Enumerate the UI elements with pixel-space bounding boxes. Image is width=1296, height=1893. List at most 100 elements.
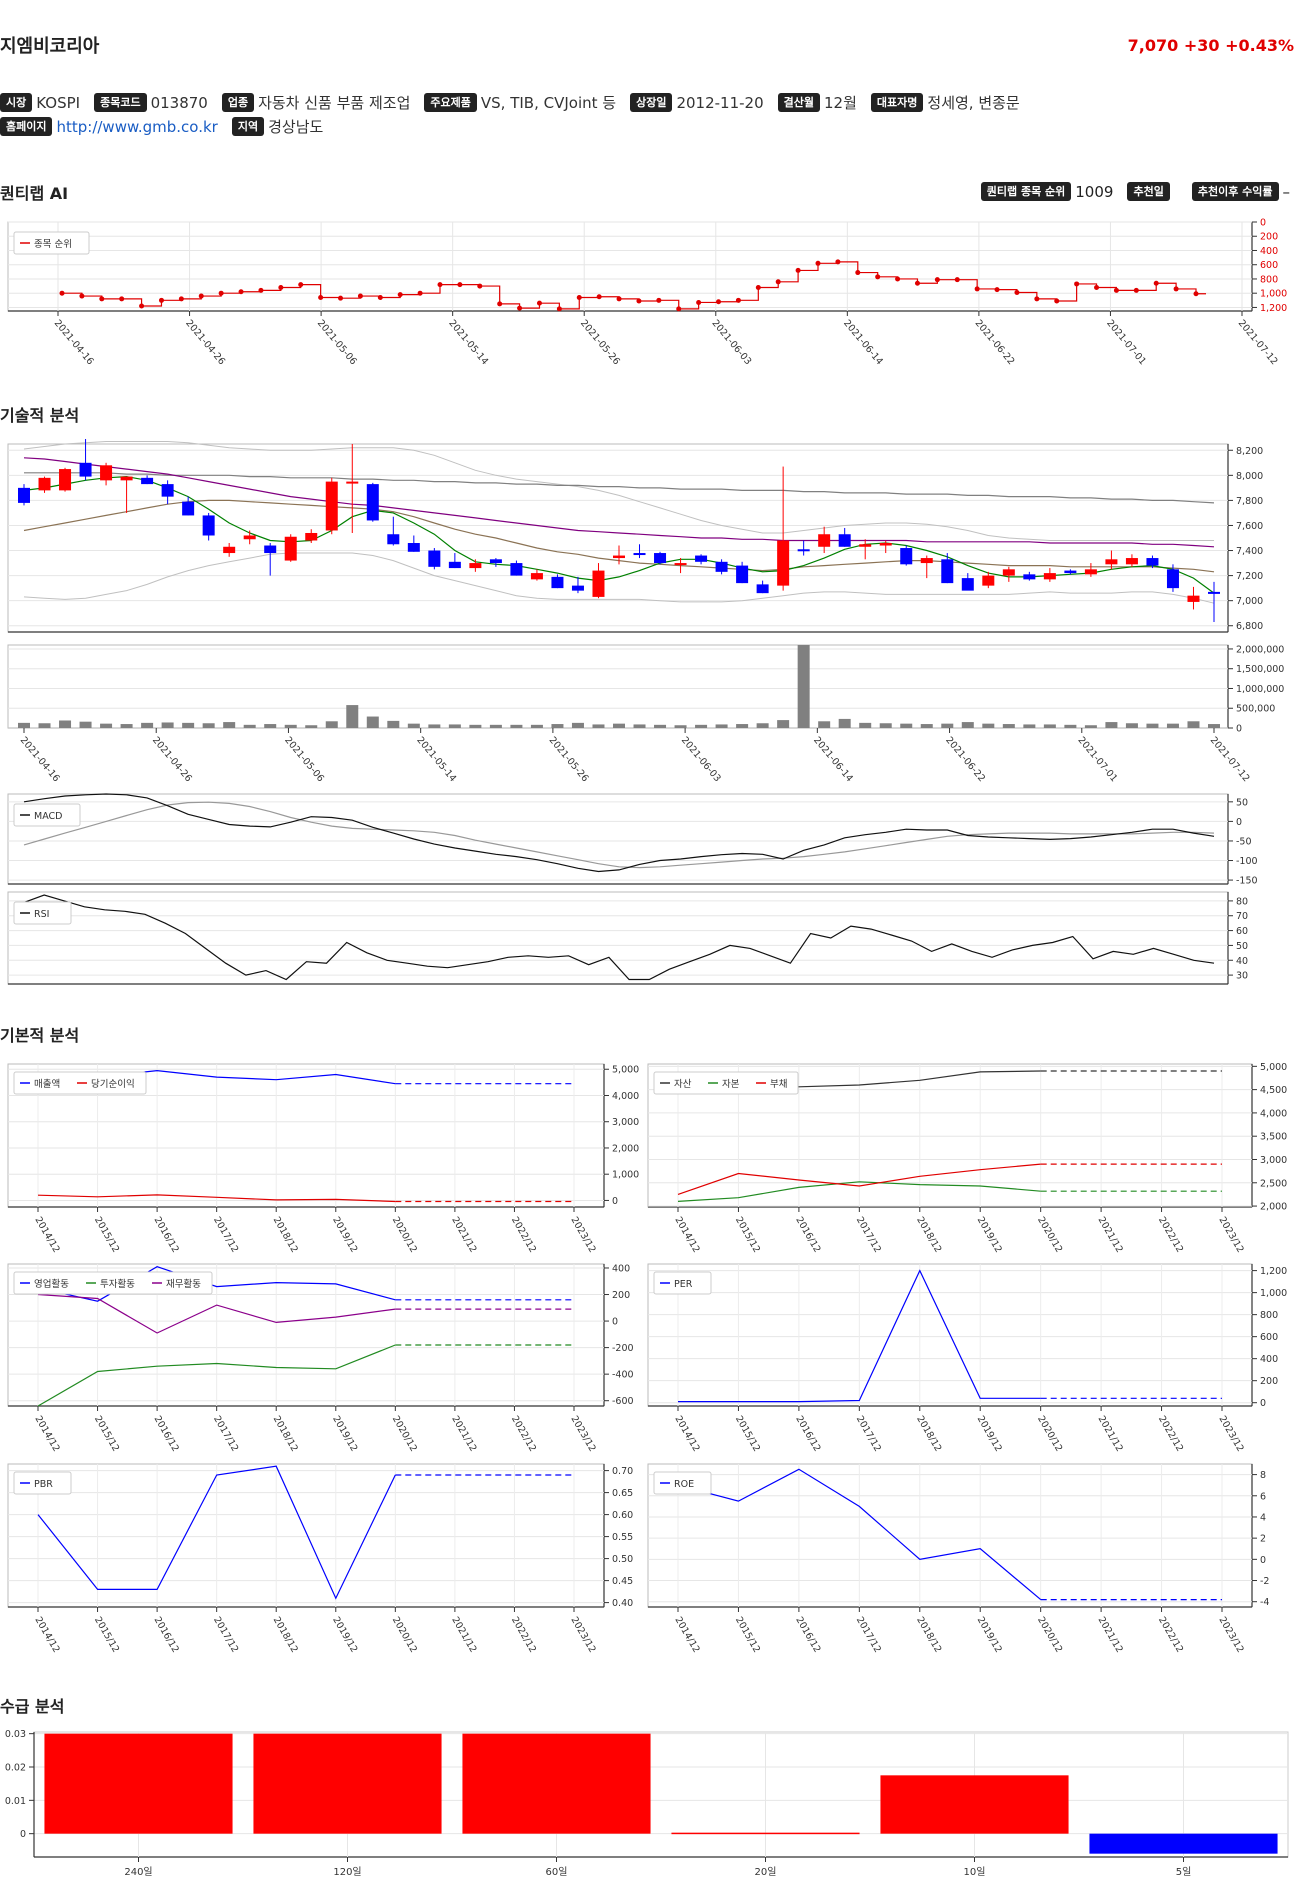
volume-bar (18, 722, 30, 728)
rank-chart-tick-label: 400 (1260, 246, 1278, 257)
rank-point (457, 282, 463, 288)
rank-point (1113, 287, 1119, 293)
candle-body (18, 487, 30, 503)
pbr-chart-tick-label: 0.60 (612, 1510, 633, 1521)
volume-bar (1043, 724, 1056, 728)
pbr-x-tick-label: 2021/12 (449, 1615, 478, 1655)
per-x-tick-label: 2015/12 (733, 1414, 762, 1454)
candle-body (202, 515, 215, 536)
supply-bar (671, 1832, 860, 1835)
per-x-tick-label: 2016/12 (793, 1414, 822, 1454)
rank-point (556, 306, 562, 312)
volume-bar (305, 725, 318, 728)
cashflow-x-tick-label: 2022/12 (509, 1414, 538, 1454)
price-chart-tick-label: 6,800 (1236, 621, 1263, 632)
price-display: 7,070 +30 +0.43% (1128, 36, 1294, 55)
candle-body (941, 559, 954, 584)
candle-body (961, 578, 974, 591)
candle-body (346, 481, 359, 484)
candle-body (1002, 569, 1015, 576)
income-chart-legend-label: 당기순이익 (91, 1078, 135, 1090)
candle-body (1105, 559, 1118, 565)
market-value: KOSPI (36, 93, 81, 112)
roe-x-tick-label: 2015/12 (733, 1615, 762, 1655)
rank-point (119, 296, 125, 302)
rank-point (934, 277, 940, 283)
candle-body (797, 549, 810, 552)
section-ai-title: 퀀티랩 AI (0, 184, 69, 203)
rank-point (716, 299, 722, 305)
candle-body (633, 553, 646, 556)
bollinger-lower-line (23, 552, 1215, 604)
balance-chart-legend-label: 부채 (770, 1079, 787, 1090)
candle-body (592, 570, 605, 597)
volume-bar (530, 724, 543, 728)
volume-bar (736, 724, 749, 728)
balance-chart-tick-label: 3,500 (1260, 1132, 1287, 1143)
volume-bar (243, 724, 256, 728)
volume-bar (264, 724, 277, 728)
volume-bar (695, 724, 708, 728)
rsi-chart-legend-box (13, 901, 72, 925)
roe-x-tick-label: 2016/12 (793, 1615, 822, 1655)
balance-chart-tick-label: 3,000 (1260, 1155, 1287, 1166)
section-supply-title: 수급 분석 (0, 1697, 65, 1716)
homepage-link[interactable]: http://www.gmb.co.kr (56, 117, 218, 136)
volume-bar (797, 645, 810, 728)
roe-x-tick-label: 2023/12 (1216, 1615, 1245, 1655)
income-x-tick-label: 2017/12 (211, 1215, 240, 1255)
pbr-x-tick-label: 2016/12 (152, 1615, 181, 1655)
cashflow-x-tick-label: 2015/12 (92, 1414, 121, 1454)
pbr-chart-tick-label: 0.65 (612, 1488, 633, 1499)
rank-point (258, 287, 264, 293)
rank-point (79, 293, 85, 299)
supply-bar (253, 1733, 442, 1834)
volume-bar (777, 720, 790, 728)
supply-y-tick-label: 0.02 (5, 1763, 26, 1774)
income-chart-tick-label: 4,000 (612, 1091, 639, 1102)
candle-body (674, 563, 687, 566)
candle-body (1187, 595, 1200, 602)
rank-point (1014, 289, 1020, 295)
rank-point (417, 290, 423, 296)
candle-body (120, 476, 133, 481)
pbr-x-tick-label: 2017/12 (211, 1615, 240, 1655)
income-x-tick-label: 2023/12 (568, 1215, 597, 1255)
candle-body (551, 576, 564, 589)
rank-chart-legend-box (13, 231, 90, 255)
ma60-line (23, 457, 1215, 548)
rank-chart-x-tick-label: 2021-05-14 (446, 318, 490, 367)
pbr-x-tick-label: 2019/12 (330, 1615, 359, 1655)
cashflow-chart-tick-label: -600 (612, 1396, 634, 1407)
balance-chart-tick-label: 2,500 (1260, 1178, 1287, 1189)
volume-x-tick-label: 2021-04-16 (18, 735, 62, 784)
volume-bar (859, 722, 872, 728)
rank-point (775, 279, 781, 285)
per-x-tick-label: 2022/12 (1156, 1414, 1185, 1454)
candle-body (859, 544, 872, 547)
balance-x-tick-label: 2022/12 (1156, 1215, 1185, 1255)
volume-bar (469, 724, 482, 728)
rec-date-badge: 추천일 (1127, 182, 1170, 201)
income-x-tick-label: 2019/12 (330, 1215, 359, 1255)
candle-body (1043, 573, 1056, 580)
region-badge: 지역 (231, 117, 265, 136)
cashflow-chart-tick-label: 0 (612, 1317, 618, 1328)
pbr-chart-tick-label: 0.50 (612, 1554, 633, 1565)
candle-body (900, 548, 913, 565)
per-chart-tick-label: 0 (1260, 1398, 1266, 1409)
per-chart-tick-label: 800 (1260, 1310, 1278, 1321)
rank-point (377, 294, 383, 300)
roe-x-tick-label: 2022/12 (1156, 1615, 1185, 1655)
volume-bar (961, 722, 974, 728)
macd-chart-tick-label: -100 (1236, 856, 1258, 867)
rank-point (1034, 296, 1040, 302)
supply-bar (880, 1775, 1069, 1834)
rank-point (1193, 291, 1199, 297)
cashflow-x-tick-label: 2014/12 (32, 1414, 61, 1454)
price-change-pct: +0.43% (1225, 36, 1294, 55)
volume-bar (489, 724, 502, 728)
candle-body (571, 585, 584, 591)
volume-bar (284, 724, 297, 728)
cashflow-chart-tick-label: 400 (612, 1263, 630, 1274)
